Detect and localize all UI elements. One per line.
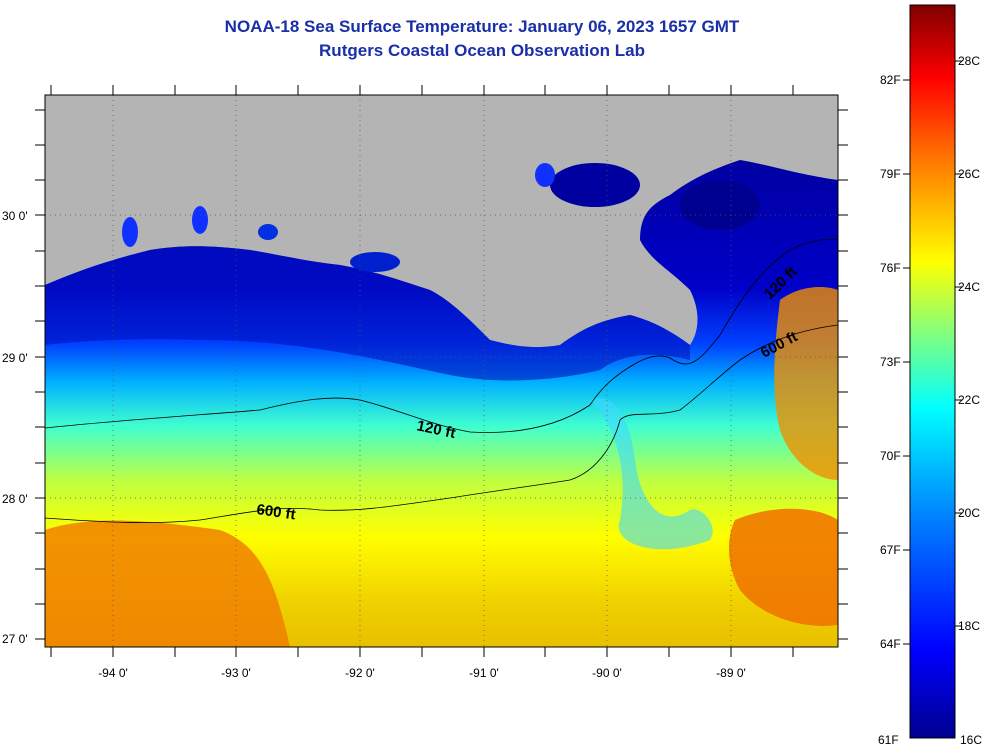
scale-c-18: 18C <box>958 619 980 633</box>
cool-tongue <box>590 398 713 550</box>
scale-c-28: 28C <box>958 54 980 68</box>
lon-label-93: -93 0' <box>221 666 251 680</box>
lon-label-91: -91 0' <box>469 666 499 680</box>
scale-f-79: 79F <box>880 167 901 181</box>
lake-pontchartrain <box>550 163 640 207</box>
warm-patch-southeast <box>728 508 838 626</box>
scale-c-26: 26C <box>958 167 980 181</box>
vermilion-bay <box>350 252 400 272</box>
chart-subtitle: Rutgers Coastal Ocean Observation Lab <box>319 41 645 60</box>
scale-f-61: 61F <box>878 733 899 747</box>
scale-f-82: 82F <box>880 73 901 87</box>
lon-label-89: -89 0' <box>716 666 746 680</box>
scale-c-22: 22C <box>958 393 980 407</box>
lat-label-30: 30 0' <box>2 209 28 223</box>
lat-label-29: 29 0' <box>2 351 28 365</box>
lat-label-27: 27 0' <box>2 632 28 646</box>
contour-label-600-west: 600 ft <box>255 501 296 523</box>
contour-120ft <box>45 238 838 433</box>
land <box>45 95 838 348</box>
coastal-band <box>45 246 690 381</box>
lon-label-92: -92 0' <box>345 666 375 680</box>
contour-600ft <box>45 324 838 524</box>
chandeleur-sound <box>680 180 760 230</box>
calcasieu-lake <box>122 217 138 247</box>
scale-f-64: 64F <box>880 637 901 651</box>
scale-c-16: 16C <box>960 733 982 747</box>
lon-label-94: -94 0' <box>98 666 128 680</box>
lake-maurepas <box>535 163 555 187</box>
color-scale-bar <box>909 4 956 739</box>
lat-label-28: 28 0' <box>2 492 28 506</box>
scale-f-70: 70F <box>880 449 901 463</box>
scale-c-20: 20C <box>958 506 980 520</box>
scale-f-67: 67F <box>880 543 901 557</box>
map-frame <box>44 94 839 648</box>
scale-f-76: 76F <box>880 261 901 275</box>
lon-label-90: -90 0' <box>592 666 622 680</box>
scale-c-24: 24C <box>958 280 980 294</box>
sabine-lake <box>192 206 208 234</box>
scale-f-73: 73F <box>880 355 901 369</box>
chart-title: NOAA-18 Sea Surface Temperature: January… <box>224 17 740 36</box>
white-lake <box>258 224 278 240</box>
warm-patch-west <box>45 520 290 647</box>
